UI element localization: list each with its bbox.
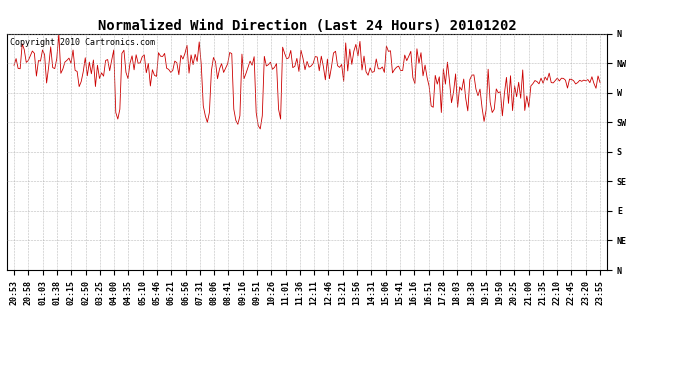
- Title: Normalized Wind Direction (Last 24 Hours) 20101202: Normalized Wind Direction (Last 24 Hours…: [98, 19, 516, 33]
- Text: Copyright 2010 Cartronics.com: Copyright 2010 Cartronics.com: [10, 39, 155, 48]
